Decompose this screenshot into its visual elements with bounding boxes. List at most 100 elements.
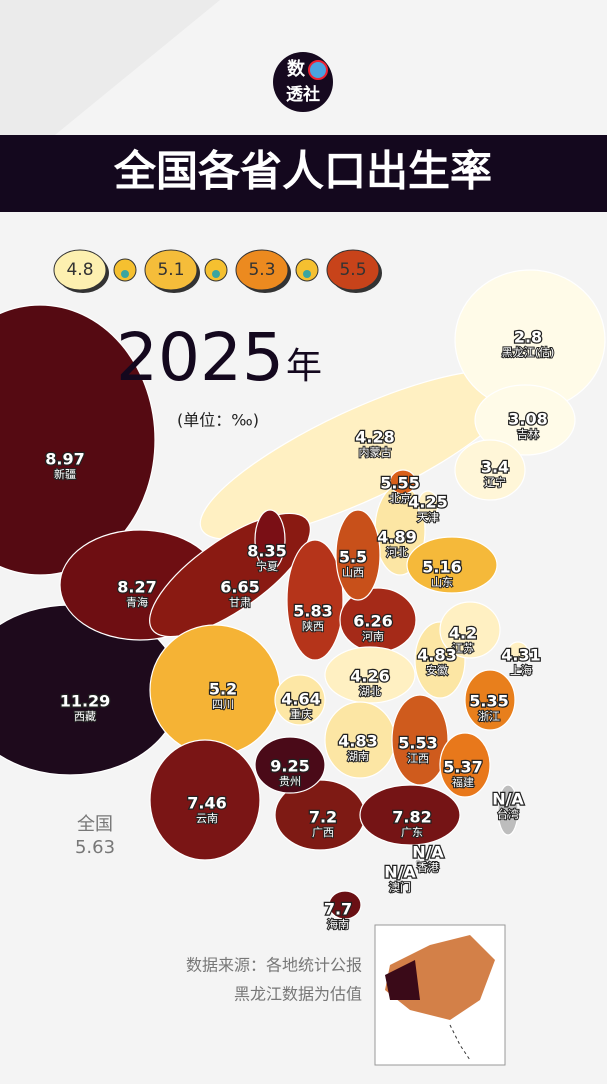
province	[389, 469, 417, 495]
legend-swatch	[235, 249, 289, 291]
legend-label: 4.8	[66, 260, 93, 280]
province-value: 6.65	[220, 578, 259, 597]
province-name: 黑龙江(估)	[502, 346, 555, 359]
legend-swatch	[326, 249, 380, 291]
province	[439, 601, 501, 659]
province-value: 5.83	[293, 602, 332, 621]
map: 2.8黑龙江(估)3.08吉林3.4辽宁4.28内蒙古5.55北京4.25天津4…	[0, 269, 606, 932]
province-value: 5.55	[380, 474, 419, 493]
province-value: 5.16	[422, 558, 461, 577]
province-name: 广东	[401, 826, 423, 839]
province-value: 4.83	[338, 732, 377, 751]
province	[286, 539, 344, 661]
province-value: 7.7	[324, 900, 352, 919]
province-name: 山西	[342, 566, 364, 579]
province-name: 香港	[417, 861, 439, 874]
province-name: 湖南	[347, 750, 369, 763]
province	[406, 536, 498, 594]
province	[274, 674, 326, 726]
province-value: 5.53	[398, 734, 437, 753]
year: 2025	[116, 319, 284, 396]
inset-map	[385, 960, 420, 1000]
legend-swatch	[53, 249, 107, 291]
province-name: 江西	[407, 752, 429, 765]
title: 全国各省人口出生率	[113, 147, 492, 196]
province-value: 4.89	[377, 528, 416, 547]
province	[454, 439, 526, 501]
province-value: 5.5	[339, 548, 367, 567]
province-name: 宁夏	[256, 559, 278, 573]
province	[423, 850, 433, 860]
province-name: 北京	[389, 491, 411, 505]
province-value: 4.31	[501, 646, 540, 665]
national-label: 全国	[77, 814, 113, 835]
province-value: 5.2	[209, 680, 237, 699]
inset-islands	[449, 1024, 471, 1061]
province-value: 7.2	[309, 808, 337, 827]
logo-text: 透社	[286, 84, 320, 105]
province-value: 4.26	[350, 667, 389, 686]
province-name: 河北	[386, 546, 408, 559]
province-value: 3.08	[508, 410, 547, 429]
province	[335, 509, 381, 601]
province-value: 6.26	[353, 612, 392, 631]
province	[417, 490, 439, 520]
province-name: 湖北	[359, 685, 381, 698]
province-value: 4.83	[417, 646, 456, 665]
province-value: 5.37	[443, 758, 482, 777]
province-name: 青海	[126, 595, 148, 609]
year-suffix: 年	[286, 346, 322, 387]
province-name: 贵州	[279, 775, 301, 788]
province	[359, 784, 461, 846]
province-name: 台湾	[497, 807, 519, 821]
province-value: 2.8	[514, 328, 542, 347]
national-value: 5.63	[75, 837, 115, 858]
province-name: 四川	[212, 698, 234, 711]
province	[507, 641, 529, 663]
province-name: 云南	[196, 812, 218, 825]
title-bar	[0, 135, 607, 212]
legend-label: 5.3	[248, 260, 275, 280]
source: 数据来源：各地统计公报	[186, 956, 362, 975]
legend-label: 5.5	[339, 260, 366, 280]
baby-icon	[303, 270, 311, 278]
province-name: 天津	[417, 511, 439, 524]
province-value: 8.27	[117, 578, 156, 597]
province-name: 甘肃	[229, 596, 251, 609]
province	[497, 784, 519, 836]
province-value: N/A	[412, 843, 444, 862]
source-note: 黑龙江数据为估值	[234, 985, 362, 1004]
province	[0, 304, 156, 576]
unit: (单位：‰)	[177, 411, 259, 430]
logo-icon	[308, 60, 328, 80]
baby-icon	[212, 270, 220, 278]
province	[464, 669, 516, 731]
province	[254, 736, 326, 794]
province-value: 4.28	[355, 428, 394, 447]
legend-label: 5.1	[157, 260, 184, 280]
province-name: 内蒙古	[359, 445, 392, 459]
province-name: 新疆	[54, 467, 76, 481]
province-value: 4.64	[281, 690, 320, 709]
province-value: 4.2	[449, 624, 477, 643]
province-value: 11.29	[60, 692, 111, 711]
province-name: 江苏	[452, 642, 474, 655]
province-name: 澳门	[389, 880, 411, 894]
province	[414, 858, 422, 866]
province	[439, 732, 491, 798]
province-value: 3.4	[481, 458, 509, 477]
province-name: 山东	[431, 576, 453, 589]
province-value: N/A	[492, 790, 524, 809]
province-name: 上海	[510, 663, 532, 677]
province-value: 8.97	[45, 450, 84, 469]
province-value: 7.82	[392, 808, 431, 827]
province-value: N/A	[384, 863, 416, 882]
legend: 4.8 5.1 5.3 5.5	[53, 249, 382, 293]
province-name: 海南	[327, 917, 349, 931]
province-name: 浙江	[478, 710, 500, 723]
province	[149, 739, 261, 861]
province-name: 西藏	[74, 710, 96, 723]
province	[328, 890, 362, 920]
